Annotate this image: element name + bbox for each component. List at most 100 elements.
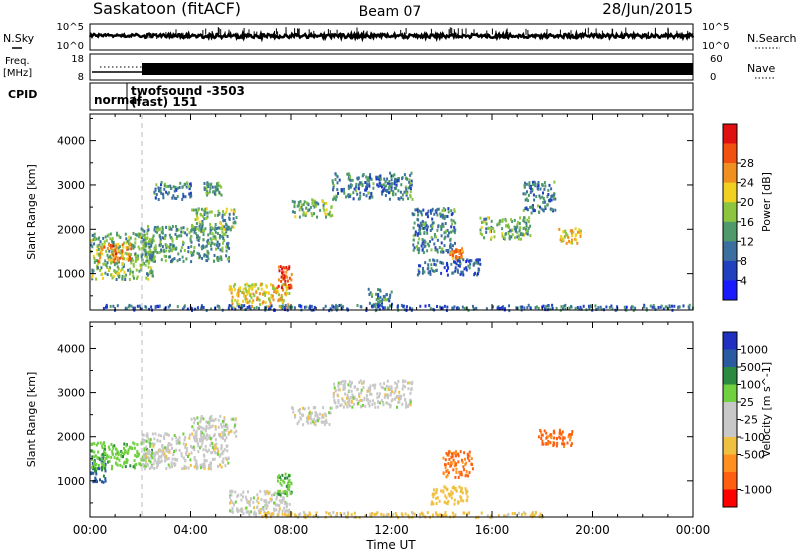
data-cell (214, 425, 217, 428)
data-cell (187, 246, 190, 249)
data-cell (570, 305, 573, 309)
data-cell (419, 304, 422, 308)
data-cell (251, 286, 254, 290)
data-cell (187, 250, 190, 254)
data-cell (518, 234, 520, 238)
data-cell (489, 230, 491, 234)
data-cell (96, 244, 99, 248)
data-cell (286, 292, 289, 296)
data-cell (144, 462, 147, 466)
data-cell (411, 197, 414, 201)
data-cell (369, 175, 371, 179)
data-cell (277, 475, 279, 479)
data-cell (163, 437, 166, 440)
data-cell (207, 182, 210, 186)
data-cell (364, 514, 367, 518)
data-cell (164, 432, 167, 436)
data-cell (228, 304, 231, 307)
data-cell (210, 226, 213, 229)
data-cell (194, 418, 197, 422)
data-cell (589, 304, 592, 308)
data-cell (275, 288, 277, 292)
data-cell (316, 417, 319, 421)
data-cell (199, 223, 202, 227)
data-cell (285, 484, 288, 488)
data-cell (206, 215, 209, 219)
data-cell (222, 424, 225, 428)
data-cell (542, 442, 545, 446)
data-cell (191, 225, 194, 228)
data-cell (140, 307, 143, 311)
data-cell (361, 398, 364, 402)
data-cell (348, 399, 351, 403)
data-cell (616, 305, 619, 309)
data-cell (91, 455, 94, 459)
data-cell (394, 381, 397, 385)
data-cell (545, 442, 548, 446)
data-cell (426, 249, 429, 253)
data-cell (276, 286, 279, 290)
data-cell (423, 245, 426, 249)
data-cell (292, 407, 294, 410)
data-cell (389, 184, 392, 188)
data-cell (461, 249, 463, 253)
nsky-spike (451, 27, 453, 34)
data-cell (350, 513, 353, 517)
data-cell (101, 468, 103, 472)
data-cell (221, 215, 224, 219)
data-cell (234, 307, 237, 311)
data-cell (297, 201, 300, 204)
data-cell (253, 306, 256, 310)
nsky-spike (275, 28, 277, 35)
data-cell (203, 213, 206, 217)
data-cell (359, 181, 362, 185)
data-cell (286, 513, 289, 517)
data-cell (355, 182, 358, 186)
data-cell (177, 252, 180, 256)
data-cell (281, 512, 284, 516)
data-cell (383, 306, 386, 310)
data-cell (303, 200, 306, 204)
panel-frame (89, 113, 694, 311)
data-cell (287, 267, 290, 271)
data-cell (153, 259, 156, 263)
data-cell (121, 274, 124, 278)
data-cell (368, 301, 371, 305)
data-cell (209, 222, 212, 226)
data-cell (165, 245, 168, 249)
data-cell (220, 465, 223, 469)
data-cell (115, 254, 118, 258)
data-cell (252, 500, 255, 504)
data-cell (387, 306, 390, 310)
nsky-spike (220, 29, 222, 36)
data-cell (205, 420, 208, 424)
data-cell (93, 455, 96, 459)
data-cell (286, 487, 289, 491)
data-cell (264, 306, 267, 309)
data-cell (105, 456, 108, 460)
data-cell (104, 479, 107, 483)
data-cell (233, 208, 236, 212)
data-cell (202, 448, 205, 452)
time-axis-label: Time UT (365, 538, 416, 552)
data-cell (306, 419, 308, 423)
data-cell (479, 228, 482, 232)
data-cell (457, 500, 460, 504)
data-cell (357, 176, 360, 180)
data-cell (394, 512, 397, 515)
data-cell (398, 394, 401, 398)
data-cell (220, 255, 223, 259)
data-cell (231, 501, 234, 505)
nsky-spike (570, 30, 572, 37)
data-cell (190, 235, 193, 239)
data-cell (148, 307, 151, 311)
data-cell (316, 413, 319, 417)
data-cell (508, 225, 510, 229)
data-cell (411, 212, 414, 216)
data-cell (157, 433, 160, 437)
data-cell (381, 298, 384, 302)
data-cell (129, 270, 132, 274)
data-cell (336, 175, 339, 179)
data-cell (454, 514, 457, 518)
data-cell (108, 268, 111, 272)
